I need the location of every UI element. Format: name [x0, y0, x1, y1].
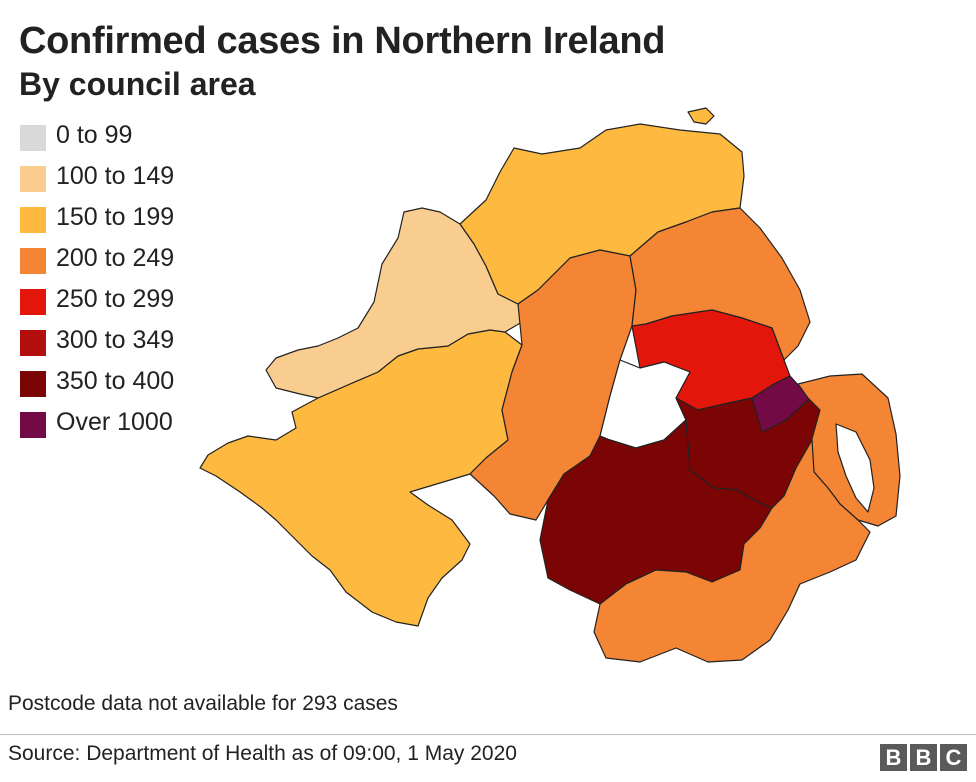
- legend-swatch: [20, 207, 46, 233]
- legend-label: 250 to 299: [56, 285, 175, 313]
- legend-label: 150 to 199: [56, 203, 175, 231]
- legend-label: 350 to 400: [56, 367, 175, 395]
- legend-swatch: [20, 248, 46, 274]
- legend-label: 100 to 149: [56, 162, 175, 190]
- bbc-logo-letter: B: [880, 744, 907, 771]
- bbc-logo-letter: B: [910, 744, 937, 771]
- legend-swatch: [20, 330, 46, 356]
- legend-label: 300 to 349: [56, 326, 175, 354]
- map-subtitle: By council area: [19, 66, 256, 102]
- bbc-logo: B B C: [880, 744, 967, 771]
- legend-swatch: [20, 412, 46, 438]
- legend-label: 0 to 99: [56, 121, 133, 149]
- rathlin-island: [687, 107, 715, 125]
- legend-swatch: [20, 371, 46, 397]
- legend-swatch: [20, 166, 46, 192]
- map-title: Confirmed cases in Northern Ireland: [19, 20, 666, 62]
- legend-label: Over 1000: [56, 408, 173, 436]
- source-text: Source: Department of Health as of 09:00…: [8, 742, 517, 765]
- strangford-lough: [835, 423, 875, 513]
- legend-label: 200 to 249: [56, 244, 175, 272]
- footnote: Postcode data not available for 293 case…: [8, 692, 398, 715]
- legend-swatch: [20, 125, 46, 151]
- bbc-logo-letter: C: [940, 744, 967, 771]
- footer-divider: [0, 734, 976, 735]
- region-derry-strabane: [265, 207, 523, 399]
- legend-swatch: [20, 289, 46, 315]
- region-newry-mourne-down: [593, 439, 871, 663]
